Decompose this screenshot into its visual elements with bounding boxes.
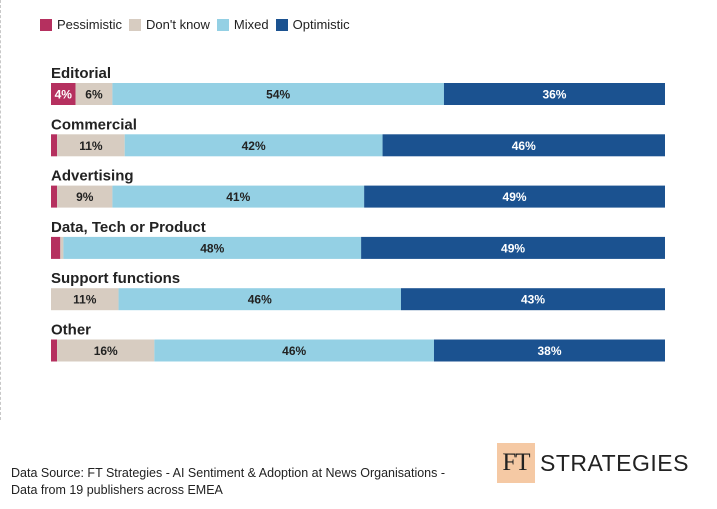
data-label: 49%	[501, 241, 525, 255]
logo-mark: FT	[497, 443, 535, 483]
data-label: 36%	[542, 88, 566, 102]
legend-label: Mixed	[233, 17, 269, 32]
ft-strategies-logo: FT STRATEGIES	[497, 443, 689, 483]
legend-swatch	[216, 18, 229, 31]
category-label: Editorial	[51, 65, 111, 82]
category-label: Other	[51, 322, 91, 339]
data-label: 38%	[537, 344, 561, 358]
left-divider	[0, 0, 1, 420]
data-label: 46%	[512, 139, 536, 153]
category-label: Support functions	[51, 270, 180, 287]
data-label: 48%	[200, 241, 224, 255]
data-label: 43%	[521, 293, 545, 307]
legend-swatch	[275, 18, 288, 31]
bar-segment	[400, 288, 665, 311]
bar-segment	[51, 83, 76, 105]
data-label: 54%	[266, 88, 290, 102]
data-label: 9%	[76, 190, 94, 204]
bar-segment	[51, 185, 58, 208]
legend-swatch	[129, 18, 142, 31]
data-source-note: Data Source: FT Strategies - AI Sentimen…	[11, 465, 445, 499]
data-label: 16%	[94, 344, 118, 358]
data-label: 46%	[248, 293, 272, 307]
bar-segment	[51, 288, 119, 311]
category-label: Advertising	[51, 168, 134, 185]
legend-item: Optimistic	[275, 17, 350, 32]
data-label: 49%	[503, 190, 527, 204]
bar-segment	[57, 185, 113, 208]
data-label: 6%	[85, 88, 103, 102]
stacked-bar-chart: Editorial 4% 6% 54% 36% Commercial 11% 42% 46% Ad…	[51, 65, 665, 362]
bar-segment	[112, 83, 444, 105]
data-label: 42%	[242, 139, 266, 153]
bar-segment	[51, 236, 61, 259]
chart-legend: Pessimistic Don't know Mixed Optimistic	[40, 17, 357, 32]
bar-segment	[51, 134, 58, 157]
bar-segment	[63, 236, 362, 259]
legend-item: Pessimistic	[40, 17, 122, 32]
legend-label: Don't know	[146, 17, 210, 32]
legend-label: Pessimistic	[57, 17, 123, 32]
legend-swatch	[40, 18, 52, 31]
logo-text: STRATEGIES	[540, 449, 689, 476]
bar-segment	[57, 134, 125, 157]
bar-segment	[154, 339, 434, 362]
bar-segment	[124, 134, 383, 157]
category-label: Data, Tech or Product	[51, 219, 206, 236]
data-label: 46%	[282, 344, 306, 358]
bar-segment	[118, 288, 401, 311]
category-label: Commercial	[51, 116, 137, 133]
source-line-2: Data from 19 publishers across EMEA	[11, 483, 223, 497]
bar-segment	[60, 236, 64, 259]
data-label: 41%	[226, 190, 250, 204]
bar-segment	[75, 83, 113, 105]
legend-item: Don't know	[129, 17, 210, 32]
data-label: 4%	[55, 88, 73, 102]
bar-segment	[443, 83, 665, 105]
bar-segment	[57, 339, 155, 362]
legend-item: Mixed	[216, 17, 269, 32]
data-label: 11%	[73, 293, 97, 307]
source-line-1: Data Source: FT Strategies - AI Sentimen…	[11, 466, 446, 480]
bar-segment	[433, 339, 665, 362]
bar-segment	[51, 339, 58, 362]
data-label: 11%	[79, 139, 103, 153]
legend-label: Optimistic	[292, 17, 350, 32]
bar-segment	[112, 185, 365, 208]
bar-segment	[361, 236, 665, 259]
bar-segment	[364, 185, 665, 208]
bar-segment	[382, 134, 665, 157]
